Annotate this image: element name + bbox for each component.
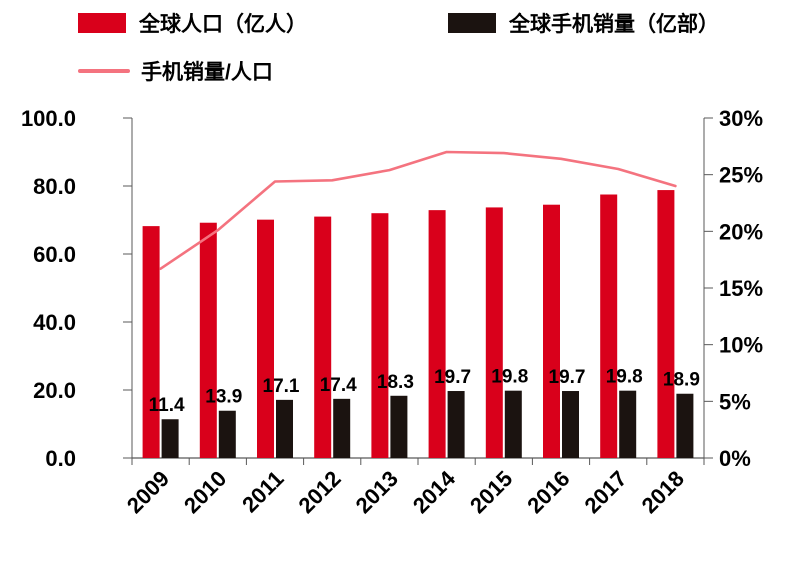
population-bar [371, 213, 389, 458]
x-axis-category-label: 2013 [351, 466, 403, 518]
left-axis-tick-label: 60.0 [33, 242, 76, 267]
sales-swatch-icon [448, 13, 496, 33]
population-bar [428, 210, 446, 458]
sales-bar-label: 11.4 [149, 395, 185, 416]
sales-bar-label: 19.8 [606, 367, 643, 388]
sales-bar [390, 395, 408, 458]
ratio-line-swatch-icon [78, 69, 130, 73]
population-bar [657, 190, 675, 458]
legend-item-ratio: 手机销量/人口 [78, 56, 273, 86]
right-axis-tick-label: 10% [719, 333, 763, 358]
legend-label-ratio: 手机销量/人口 [141, 61, 273, 84]
sales-bar [218, 410, 236, 458]
right-axis-tick-label: 0% [719, 446, 751, 471]
population-swatch-icon [78, 13, 126, 33]
sales-bar [447, 391, 465, 458]
population-bar [600, 194, 618, 458]
left-axis-tick-label: 80.0 [33, 174, 76, 199]
sales-bar-label: 19.7 [549, 367, 586, 388]
right-axis-tick-label: 15% [719, 276, 763, 301]
sales-bar [276, 399, 293, 458]
sales-bar [333, 398, 351, 458]
sales-bar [161, 419, 179, 458]
right-axis-tick-label: 30% [719, 106, 763, 131]
legend-item-sales: 全球手机销量（亿部） [448, 8, 719, 38]
population-bar [257, 219, 274, 458]
x-axis-category-label: 2015 [465, 466, 517, 518]
legend-row-1: 全球人口（亿人） 全球手机销量（亿部） [78, 6, 793, 40]
sales-bar [676, 393, 694, 458]
legend-row-2: 手机销量/人口 [78, 54, 793, 88]
sales-bar-label: 17.1 [263, 376, 300, 397]
sales-bar [619, 390, 637, 458]
left-axis-tick-label: 0.0 [45, 446, 76, 471]
sales-bar-label: 17.4 [320, 375, 357, 396]
x-axis-category-label: 2017 [579, 466, 631, 518]
left-axis-tick-label: 100.0 [21, 106, 76, 131]
sales-bar-label: 18.3 [377, 372, 414, 393]
x-axis-category-label: 2016 [522, 466, 574, 518]
right-axis-tick-label: 5% [719, 389, 751, 414]
right-axis-tick-label: 25% [719, 163, 763, 188]
legend-item-population: 全球人口（亿人） [78, 8, 448, 38]
x-axis-category-label: 2011 [237, 466, 288, 517]
x-axis-category-label: 2012 [293, 466, 345, 518]
population-bar [314, 216, 332, 458]
x-axis-category-label: 2014 [408, 465, 461, 518]
sales-bar-label: 18.9 [663, 370, 700, 391]
x-axis-category-label: 2009 [122, 466, 174, 518]
population-bar [485, 207, 503, 458]
legend-label-population: 全球人口（亿人） [139, 13, 307, 36]
chart-legend: 全球人口（亿人） 全球手机销量（亿部） 手机销量/人口 [78, 6, 793, 88]
sales-bar [504, 390, 522, 458]
population-bar [543, 204, 560, 458]
x-axis-category-label: 2018 [637, 466, 689, 518]
sales-bar-label: 13.9 [205, 387, 242, 408]
population-bar [199, 222, 217, 458]
right-axis-tick-label: 20% [719, 219, 763, 244]
x-axis-category-label: 2010 [179, 466, 231, 518]
ratio-line [159, 150, 677, 271]
sales-bar [562, 391, 579, 458]
left-axis-tick-label: 20.0 [33, 378, 76, 403]
left-axis-tick-label: 40.0 [33, 310, 76, 335]
legend-label-sales: 全球手机销量（亿部） [509, 13, 719, 36]
sales-bar-label: 19.8 [491, 367, 528, 388]
population-bar [142, 226, 160, 458]
sales-bar-label: 19.7 [434, 367, 471, 388]
